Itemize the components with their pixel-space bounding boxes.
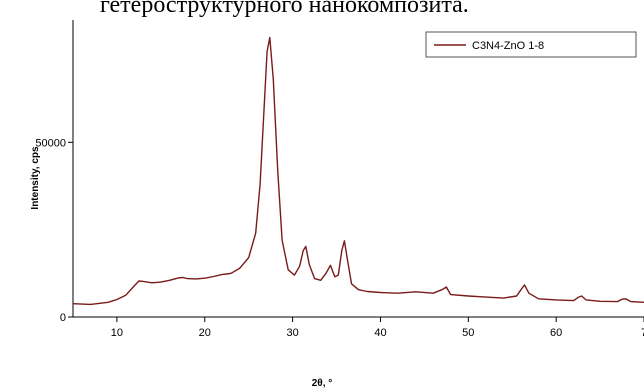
plot-area	[73, 20, 644, 317]
x-tick-label: 20	[199, 327, 211, 339]
x-tick-label: 30	[286, 327, 298, 339]
series-line	[72, 36, 644, 306]
y-ticks: 0 50000	[35, 137, 73, 324]
document-top-text: гетероструктурного нанокомпозита.	[100, 0, 469, 18]
legend-label: C3N4-ZnO 1-8	[472, 40, 544, 52]
x-ticks: 10 20 30 40 50 60 7	[111, 317, 644, 339]
series-layer	[72, 36, 644, 306]
y-tick-label: 50000	[35, 137, 66, 149]
y-tick-label: 0	[60, 312, 66, 324]
x-tick-label: 7	[641, 327, 644, 339]
x-tick-label: 10	[111, 327, 123, 339]
x-tick-label: 60	[550, 327, 562, 339]
legend: C3N4-ZnO 1-8	[425, 31, 637, 58]
x-axis-title: 2θ, °	[312, 378, 333, 389]
x-tick-label: 50	[462, 327, 474, 339]
y-axis-title: Intensity, cps	[30, 146, 41, 210]
x-tick-label: 40	[374, 327, 386, 339]
